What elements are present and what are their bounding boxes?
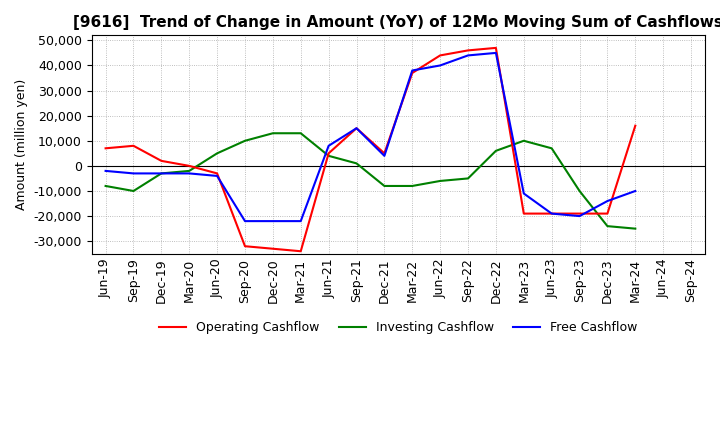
Operating Cashflow xyxy=(575,211,584,216)
Free Cashflow xyxy=(547,211,556,216)
Free Cashflow xyxy=(129,171,138,176)
Free Cashflow xyxy=(269,219,277,224)
Operating Cashflow xyxy=(324,150,333,156)
Operating Cashflow xyxy=(269,246,277,251)
Investing Cashflow xyxy=(603,224,612,229)
Operating Cashflow xyxy=(213,171,222,176)
Operating Cashflow xyxy=(492,45,500,51)
Operating Cashflow xyxy=(129,143,138,148)
Operating Cashflow xyxy=(519,211,528,216)
Investing Cashflow xyxy=(519,138,528,143)
Line: Investing Cashflow: Investing Cashflow xyxy=(106,133,635,229)
Investing Cashflow xyxy=(631,226,639,231)
Free Cashflow xyxy=(297,219,305,224)
Y-axis label: Amount (million yen): Amount (million yen) xyxy=(15,79,28,210)
Investing Cashflow xyxy=(102,183,110,189)
Operating Cashflow xyxy=(185,163,194,169)
Free Cashflow xyxy=(575,213,584,219)
Free Cashflow xyxy=(492,50,500,55)
Free Cashflow xyxy=(324,143,333,148)
Operating Cashflow xyxy=(352,125,361,131)
Operating Cashflow xyxy=(102,146,110,151)
Free Cashflow xyxy=(352,125,361,131)
Title: [9616]  Trend of Change in Amount (YoY) of 12Mo Moving Sum of Cashflows: [9616] Trend of Change in Amount (YoY) o… xyxy=(73,15,720,30)
Free Cashflow xyxy=(436,63,444,68)
Free Cashflow xyxy=(157,171,166,176)
Free Cashflow xyxy=(603,198,612,204)
Line: Operating Cashflow: Operating Cashflow xyxy=(106,48,635,251)
Operating Cashflow xyxy=(436,53,444,58)
Investing Cashflow xyxy=(380,183,389,189)
Investing Cashflow xyxy=(157,171,166,176)
Free Cashflow xyxy=(408,68,417,73)
Investing Cashflow xyxy=(575,188,584,194)
Investing Cashflow xyxy=(547,146,556,151)
Free Cashflow xyxy=(380,153,389,158)
Investing Cashflow xyxy=(408,183,417,189)
Investing Cashflow xyxy=(436,178,444,183)
Operating Cashflow xyxy=(631,123,639,128)
Investing Cashflow xyxy=(352,161,361,166)
Free Cashflow xyxy=(519,191,528,196)
Investing Cashflow xyxy=(269,131,277,136)
Free Cashflow xyxy=(102,168,110,173)
Operating Cashflow xyxy=(547,211,556,216)
Free Cashflow xyxy=(185,171,194,176)
Operating Cashflow xyxy=(464,48,472,53)
Operating Cashflow xyxy=(380,150,389,156)
Investing Cashflow xyxy=(464,176,472,181)
Free Cashflow xyxy=(240,219,249,224)
Investing Cashflow xyxy=(213,150,222,156)
Free Cashflow xyxy=(464,53,472,58)
Investing Cashflow xyxy=(185,168,194,173)
Free Cashflow xyxy=(631,188,639,194)
Operating Cashflow xyxy=(240,244,249,249)
Legend: Operating Cashflow, Investing Cashflow, Free Cashflow: Operating Cashflow, Investing Cashflow, … xyxy=(154,316,643,339)
Operating Cashflow xyxy=(157,158,166,164)
Investing Cashflow xyxy=(297,131,305,136)
Investing Cashflow xyxy=(492,148,500,154)
Operating Cashflow xyxy=(297,249,305,254)
Operating Cashflow xyxy=(603,211,612,216)
Investing Cashflow xyxy=(324,153,333,158)
Investing Cashflow xyxy=(240,138,249,143)
Operating Cashflow xyxy=(408,70,417,76)
Free Cashflow xyxy=(213,173,222,179)
Line: Free Cashflow: Free Cashflow xyxy=(106,53,635,221)
Investing Cashflow xyxy=(129,188,138,194)
